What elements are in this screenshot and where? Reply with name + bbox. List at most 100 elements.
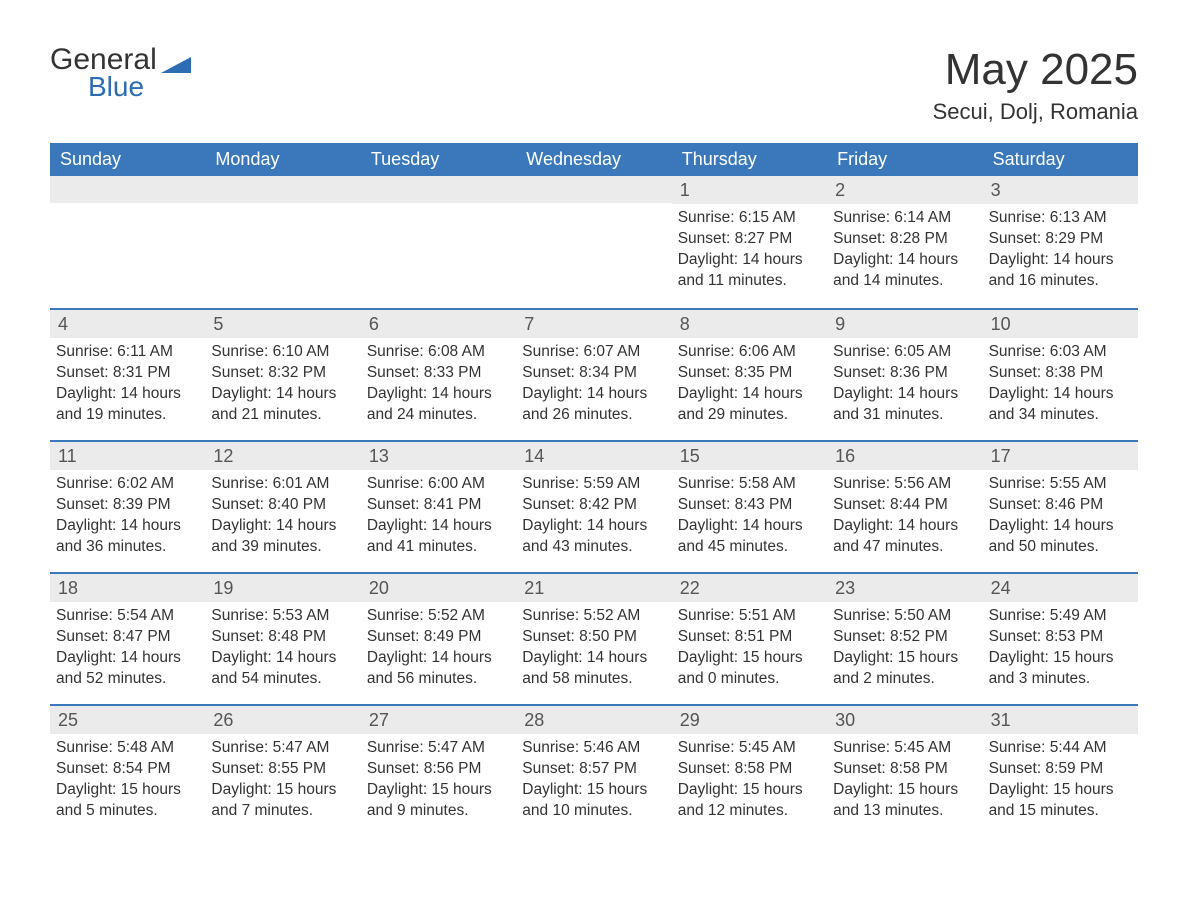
day-number: 5: [205, 310, 360, 338]
day-cell: 31Sunrise: 5:44 AMSunset: 8:59 PMDayligh…: [983, 706, 1138, 836]
day-number: 6: [361, 310, 516, 338]
day-cell: 20Sunrise: 5:52 AMSunset: 8:49 PMDayligh…: [361, 574, 516, 704]
daylight-text: Daylight: 14 hours and 21 minutes.: [211, 384, 354, 426]
day-body: Sunrise: 5:54 AMSunset: 8:47 PMDaylight:…: [50, 602, 205, 700]
day-cell: 24Sunrise: 5:49 AMSunset: 8:53 PMDayligh…: [983, 574, 1138, 704]
calendar-week: 11Sunrise: 6:02 AMSunset: 8:39 PMDayligh…: [50, 440, 1138, 572]
day-cell: [50, 176, 205, 308]
day-body: Sunrise: 6:06 AMSunset: 8:35 PMDaylight:…: [672, 338, 827, 436]
sunset-text: Sunset: 8:27 PM: [678, 229, 821, 250]
sunrise-text: Sunrise: 6:15 AM: [678, 208, 821, 229]
daylight-text: Daylight: 15 hours and 10 minutes.: [522, 780, 665, 822]
title-block: May 2025 Secui, Dolj, Romania: [933, 45, 1138, 125]
daylight-text: Daylight: 15 hours and 3 minutes.: [989, 648, 1132, 690]
day-cell: 6Sunrise: 6:08 AMSunset: 8:33 PMDaylight…: [361, 310, 516, 440]
sunrise-text: Sunrise: 5:44 AM: [989, 738, 1132, 759]
day-body: Sunrise: 6:11 AMSunset: 8:31 PMDaylight:…: [50, 338, 205, 436]
weekday-header: Saturday: [983, 143, 1138, 176]
day-cell: 13Sunrise: 6:00 AMSunset: 8:41 PMDayligh…: [361, 442, 516, 572]
day-number: 23: [827, 574, 982, 602]
day-body: Sunrise: 6:01 AMSunset: 8:40 PMDaylight:…: [205, 470, 360, 568]
day-cell: 10Sunrise: 6:03 AMSunset: 8:38 PMDayligh…: [983, 310, 1138, 440]
day-number: 24: [983, 574, 1138, 602]
day-body: Sunrise: 5:45 AMSunset: 8:58 PMDaylight:…: [827, 734, 982, 832]
day-cell: 29Sunrise: 5:45 AMSunset: 8:58 PMDayligh…: [672, 706, 827, 836]
day-body: Sunrise: 5:44 AMSunset: 8:59 PMDaylight:…: [983, 734, 1138, 832]
sunset-text: Sunset: 8:43 PM: [678, 495, 821, 516]
sunrise-text: Sunrise: 6:14 AM: [833, 208, 976, 229]
day-number: 19: [205, 574, 360, 602]
sunset-text: Sunset: 8:31 PM: [56, 363, 199, 384]
day-cell: 7Sunrise: 6:07 AMSunset: 8:34 PMDaylight…: [516, 310, 671, 440]
sunrise-text: Sunrise: 5:46 AM: [522, 738, 665, 759]
day-body: Sunrise: 6:07 AMSunset: 8:34 PMDaylight:…: [516, 338, 671, 436]
day-body: Sunrise: 6:05 AMSunset: 8:36 PMDaylight:…: [827, 338, 982, 436]
day-body: Sunrise: 5:51 AMSunset: 8:51 PMDaylight:…: [672, 602, 827, 700]
day-number: 9: [827, 310, 982, 338]
daylight-text: Daylight: 14 hours and 50 minutes.: [989, 516, 1132, 558]
day-cell: 27Sunrise: 5:47 AMSunset: 8:56 PMDayligh…: [361, 706, 516, 836]
daylight-text: Daylight: 14 hours and 19 minutes.: [56, 384, 199, 426]
daylight-text: Daylight: 14 hours and 24 minutes.: [367, 384, 510, 426]
sunrise-text: Sunrise: 5:51 AM: [678, 606, 821, 627]
calendar-week: 25Sunrise: 5:48 AMSunset: 8:54 PMDayligh…: [50, 704, 1138, 836]
day-number: 1: [672, 176, 827, 204]
day-body: Sunrise: 5:55 AMSunset: 8:46 PMDaylight:…: [983, 470, 1138, 568]
day-body: Sunrise: 5:53 AMSunset: 8:48 PMDaylight:…: [205, 602, 360, 700]
sunset-text: Sunset: 8:35 PM: [678, 363, 821, 384]
day-body: Sunrise: 6:14 AMSunset: 8:28 PMDaylight:…: [827, 204, 982, 302]
day-cell: 23Sunrise: 5:50 AMSunset: 8:52 PMDayligh…: [827, 574, 982, 704]
weekday-header: Monday: [205, 143, 360, 176]
sunrise-text: Sunrise: 6:06 AM: [678, 342, 821, 363]
sunset-text: Sunset: 8:32 PM: [211, 363, 354, 384]
weekday-header: Friday: [827, 143, 982, 176]
daylight-text: Daylight: 14 hours and 41 minutes.: [367, 516, 510, 558]
day-number: 15: [672, 442, 827, 470]
sunrise-text: Sunrise: 5:56 AM: [833, 474, 976, 495]
sunrise-text: Sunrise: 6:11 AM: [56, 342, 199, 363]
sunrise-text: Sunrise: 6:03 AM: [989, 342, 1132, 363]
sunset-text: Sunset: 8:54 PM: [56, 759, 199, 780]
day-cell: 25Sunrise: 5:48 AMSunset: 8:54 PMDayligh…: [50, 706, 205, 836]
sunrise-text: Sunrise: 5:49 AM: [989, 606, 1132, 627]
sunset-text: Sunset: 8:59 PM: [989, 759, 1132, 780]
day-cell: 26Sunrise: 5:47 AMSunset: 8:55 PMDayligh…: [205, 706, 360, 836]
day-number: 13: [361, 442, 516, 470]
daylight-text: Daylight: 15 hours and 7 minutes.: [211, 780, 354, 822]
sunrise-text: Sunrise: 5:47 AM: [367, 738, 510, 759]
day-cell: 1 Sunrise: 6:15 AMSunset: 8:27 PMDaylight…: [672, 176, 827, 308]
day-cell: [516, 176, 671, 308]
day-cell: 3Sunrise: 6:13 AMSunset: 8:29 PMDaylight…: [983, 176, 1138, 308]
sunset-text: Sunset: 8:51 PM: [678, 627, 821, 648]
daylight-text: Daylight: 14 hours and 11 minutes.: [678, 250, 821, 292]
daylight-text: Daylight: 15 hours and 5 minutes.: [56, 780, 199, 822]
weekday-header-row: Sunday Monday Tuesday Wednesday Thursday…: [50, 143, 1138, 176]
day-number: 7: [516, 310, 671, 338]
sunrise-text: Sunrise: 6:07 AM: [522, 342, 665, 363]
sunrise-text: Sunrise: 5:45 AM: [833, 738, 976, 759]
day-cell: [205, 176, 360, 308]
day-cell: 12Sunrise: 6:01 AMSunset: 8:40 PMDayligh…: [205, 442, 360, 572]
day-body: Sunrise: 5:49 AMSunset: 8:53 PMDaylight:…: [983, 602, 1138, 700]
sunrise-text: Sunrise: 5:50 AM: [833, 606, 976, 627]
daylight-text: Daylight: 15 hours and 0 minutes.: [678, 648, 821, 690]
day-cell: 15Sunrise: 5:58 AMSunset: 8:43 PMDayligh…: [672, 442, 827, 572]
weekday-header: Tuesday: [361, 143, 516, 176]
sunset-text: Sunset: 8:44 PM: [833, 495, 976, 516]
sunset-text: Sunset: 8:58 PM: [833, 759, 976, 780]
daylight-text: Daylight: 15 hours and 9 minutes.: [367, 780, 510, 822]
sunset-text: Sunset: 8:39 PM: [56, 495, 199, 516]
day-cell: 16Sunrise: 5:56 AMSunset: 8:44 PMDayligh…: [827, 442, 982, 572]
day-number: 30: [827, 706, 982, 734]
sunset-text: Sunset: 8:49 PM: [367, 627, 510, 648]
weekday-header: Sunday: [50, 143, 205, 176]
day-body: Sunrise: 5:50 AMSunset: 8:52 PMDaylight:…: [827, 602, 982, 700]
day-number: 28: [516, 706, 671, 734]
calendar-week: 18Sunrise: 5:54 AMSunset: 8:47 PMDayligh…: [50, 572, 1138, 704]
sunset-text: Sunset: 8:52 PM: [833, 627, 976, 648]
sunset-text: Sunset: 8:56 PM: [367, 759, 510, 780]
sunrise-text: Sunrise: 5:53 AM: [211, 606, 354, 627]
day-cell: 28Sunrise: 5:46 AMSunset: 8:57 PMDayligh…: [516, 706, 671, 836]
sunrise-text: Sunrise: 6:01 AM: [211, 474, 354, 495]
day-body: Sunrise: 5:52 AMSunset: 8:49 PMDaylight:…: [361, 602, 516, 700]
